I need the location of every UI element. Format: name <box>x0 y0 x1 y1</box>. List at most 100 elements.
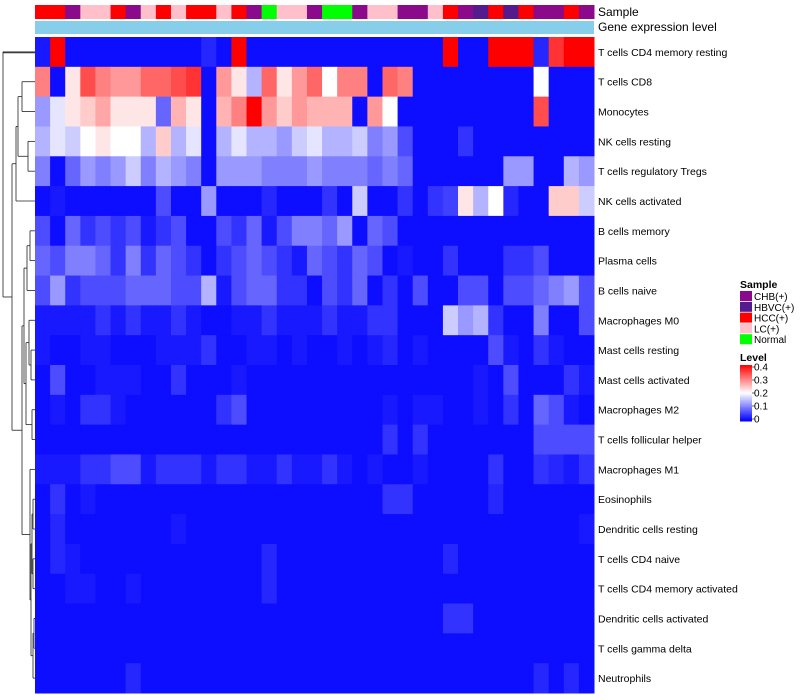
heatmap-cell <box>337 305 353 336</box>
sample-cell <box>503 5 519 19</box>
heatmap-cell <box>110 335 127 366</box>
heatmap-cell <box>322 305 338 336</box>
legend-level-gradient-step <box>740 383 752 386</box>
heatmap-cell <box>306 603 323 634</box>
heatmap-cell <box>35 394 51 426</box>
heatmap-cell <box>246 156 263 187</box>
legend-level-title: Level <box>740 352 767 364</box>
heatmap-cell <box>110 275 127 306</box>
heatmap-cell <box>216 394 232 426</box>
heatmap-cell <box>306 663 323 694</box>
heatmap-cell <box>65 365 81 396</box>
heatmap-cell <box>458 663 474 694</box>
heatmap-cell <box>473 484 489 515</box>
heatmap-cell <box>95 365 112 396</box>
heatmap-cell <box>276 633 293 664</box>
heatmap-cell <box>261 215 278 247</box>
heatmap-cell <box>216 245 232 277</box>
heatmap-cell <box>125 245 142 277</box>
sample-cell <box>155 5 172 19</box>
row-label: T cells follicular helper <box>598 435 702 447</box>
legend-level-gradient-step <box>740 367 752 370</box>
heatmap-cell <box>548 335 565 366</box>
heatmap-cell <box>427 394 444 426</box>
heatmap-cell <box>291 215 308 247</box>
heatmap-cell <box>155 663 172 694</box>
heatmap-cell <box>458 275 474 306</box>
heatmap-cell <box>216 156 232 187</box>
heatmap-cell <box>186 633 202 664</box>
heatmap-cell <box>216 275 232 306</box>
heatmap-cell <box>473 215 489 247</box>
heatmap-cell <box>322 37 338 68</box>
heatmap-cell <box>563 365 580 396</box>
heatmap-cell <box>261 573 278 605</box>
heatmap-cell <box>186 543 202 575</box>
heatmap-cell <box>231 394 248 426</box>
heatmap-cell <box>155 305 172 336</box>
heatmap-cell <box>382 484 399 515</box>
heatmap-cell <box>65 543 81 575</box>
heatmap-cell <box>276 514 293 545</box>
heatmap-cell <box>412 186 429 217</box>
heatmap-cell <box>563 126 580 157</box>
heatmap-cell <box>201 275 217 306</box>
heatmap-cell <box>155 335 172 366</box>
heatmap-cell <box>140 245 157 277</box>
row-label: Macrophages M1 <box>598 464 679 476</box>
heatmap-cell <box>155 245 172 277</box>
heatmap-cell <box>503 394 519 426</box>
heatmap-cell <box>578 305 595 336</box>
sample-cell <box>578 5 595 19</box>
heatmap-cell <box>65 186 81 217</box>
heatmap-cell <box>95 633 112 664</box>
heatmap-cell <box>276 603 293 634</box>
heatmap-cell <box>412 66 429 98</box>
heatmap-cell <box>518 394 535 426</box>
heatmap-cell <box>80 37 96 68</box>
legend-sample-label: HCC(+) <box>754 314 788 325</box>
heatmap-cell <box>140 215 157 247</box>
heatmap-cell <box>503 633 519 664</box>
heatmap-cell <box>427 305 444 336</box>
heatmap-cell <box>95 543 112 575</box>
heatmap-cell <box>246 663 263 694</box>
heatmap-cell <box>337 365 353 396</box>
heatmap-cell <box>201 663 217 694</box>
heatmap-cell <box>352 394 368 426</box>
heatmap-cell <box>276 245 293 277</box>
heatmap-cell <box>291 275 308 306</box>
heatmap-cell <box>503 66 519 98</box>
row-label: T cells gamma delta <box>598 643 692 655</box>
legend-level-gradient-step <box>740 418 752 421</box>
legend-sample-swatch <box>740 291 752 301</box>
heatmap-cell <box>578 543 595 575</box>
legend-level-gradient-step <box>740 416 752 419</box>
heatmap-cell <box>533 335 550 366</box>
heatmap-cell <box>503 275 519 306</box>
legend-level-gradient-step <box>740 412 752 415</box>
heatmap-cell <box>427 573 444 605</box>
sample-cell <box>367 5 383 19</box>
heatmap-cell <box>231 573 248 605</box>
heatmap-cell <box>382 186 399 217</box>
heatmap-cell <box>276 186 293 217</box>
heatmap-cell <box>35 603 51 634</box>
sample-cell <box>412 5 429 19</box>
heatmap-cell <box>261 633 278 664</box>
heatmap-cell <box>518 186 535 217</box>
heatmap-cell <box>533 424 550 455</box>
heatmap-cell <box>518 156 535 187</box>
heatmap-cell <box>397 156 414 187</box>
heatmap-cell <box>518 365 535 396</box>
heatmap-cell <box>291 37 308 68</box>
heatmap-cell <box>125 335 142 366</box>
heatmap-cell <box>95 454 112 485</box>
heatmap-cell <box>186 186 202 217</box>
heatmap-cell <box>261 365 278 396</box>
heatmap-cell <box>291 335 308 366</box>
heatmap-cell <box>548 215 565 247</box>
heatmap-cell <box>427 215 444 247</box>
heatmap-cell <box>291 573 308 605</box>
